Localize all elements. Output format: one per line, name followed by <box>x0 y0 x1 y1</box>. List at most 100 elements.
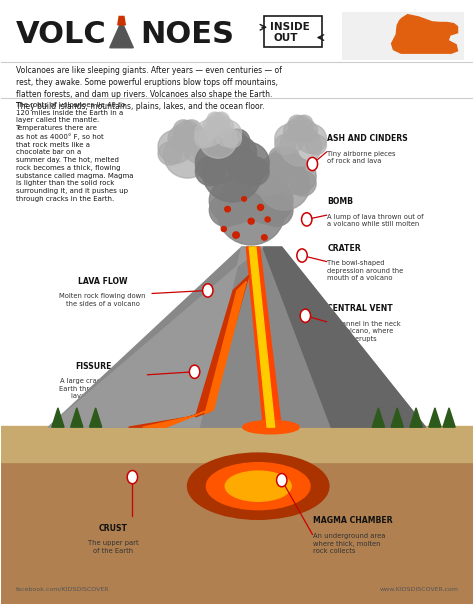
Ellipse shape <box>242 171 279 206</box>
Ellipse shape <box>278 147 300 168</box>
Text: BOMB: BOMB <box>328 197 354 206</box>
Text: A large crack in the
Earth through which
lava can flow: A large crack in the Earth through which… <box>59 378 128 399</box>
Ellipse shape <box>207 113 229 134</box>
Ellipse shape <box>258 160 310 210</box>
Text: CRUST: CRUST <box>99 523 128 532</box>
Ellipse shape <box>221 226 227 232</box>
Ellipse shape <box>225 206 230 212</box>
Ellipse shape <box>245 177 293 224</box>
Ellipse shape <box>257 204 264 211</box>
Ellipse shape <box>183 130 217 163</box>
Ellipse shape <box>288 115 306 132</box>
Ellipse shape <box>252 171 278 196</box>
Polygon shape <box>443 408 455 427</box>
Circle shape <box>202 284 213 297</box>
Polygon shape <box>246 247 281 427</box>
Ellipse shape <box>227 142 269 184</box>
Ellipse shape <box>233 232 239 238</box>
Text: Volcanoes are like sleeping giants. After years — even centuries — of
rest, they: Volcanoes are like sleeping giants. Afte… <box>16 67 282 111</box>
Text: OUT: OUT <box>273 33 298 42</box>
Text: ASH AND CINDERS: ASH AND CINDERS <box>328 134 408 143</box>
Ellipse shape <box>269 147 291 168</box>
Polygon shape <box>118 16 125 25</box>
Ellipse shape <box>295 115 313 132</box>
Text: A channel in the neck
of a volcano, where
magma erupts: A channel in the neck of a volcano, wher… <box>328 321 401 342</box>
Polygon shape <box>110 21 133 48</box>
Ellipse shape <box>263 153 292 181</box>
Ellipse shape <box>232 164 271 201</box>
Ellipse shape <box>200 122 237 159</box>
Ellipse shape <box>206 463 310 509</box>
Text: NOES: NOES <box>140 20 235 49</box>
Polygon shape <box>52 408 64 427</box>
Ellipse shape <box>289 116 313 139</box>
Text: LAVA FLOW: LAVA FLOW <box>78 276 128 286</box>
Polygon shape <box>205 281 246 414</box>
Polygon shape <box>1 426 473 462</box>
Ellipse shape <box>223 129 242 148</box>
Ellipse shape <box>203 117 223 137</box>
Ellipse shape <box>291 171 316 196</box>
Text: INSIDE: INSIDE <box>270 22 310 32</box>
Ellipse shape <box>213 117 234 137</box>
Ellipse shape <box>262 235 267 240</box>
Ellipse shape <box>231 162 259 190</box>
Ellipse shape <box>181 125 207 151</box>
Ellipse shape <box>225 129 250 153</box>
Ellipse shape <box>259 194 293 226</box>
Text: www.KIDSDISCOVER.com: www.KIDSDISCOVER.com <box>380 587 458 592</box>
Ellipse shape <box>210 177 258 224</box>
Ellipse shape <box>214 120 242 146</box>
Ellipse shape <box>279 159 316 194</box>
Ellipse shape <box>213 112 229 128</box>
Text: The roots of volcanoes lie 40 to
120 miles inside the Earth in a
layer called th: The roots of volcanoes lie 40 to 120 mil… <box>16 102 133 202</box>
Ellipse shape <box>207 112 223 128</box>
Ellipse shape <box>174 121 201 148</box>
Text: DISCOVER: DISCOVER <box>395 44 438 53</box>
Polygon shape <box>392 15 457 53</box>
Text: CRATER: CRATER <box>328 244 361 252</box>
Ellipse shape <box>225 471 291 501</box>
Circle shape <box>127 471 137 484</box>
Ellipse shape <box>306 134 327 155</box>
Polygon shape <box>410 408 422 427</box>
Polygon shape <box>1 462 473 604</box>
Circle shape <box>277 474 287 487</box>
Circle shape <box>300 309 310 322</box>
Ellipse shape <box>280 126 321 166</box>
Ellipse shape <box>210 194 243 226</box>
Ellipse shape <box>297 124 327 154</box>
Ellipse shape <box>195 142 238 184</box>
Text: Tiny airborne pieces
of rock and lava: Tiny airborne pieces of rock and lava <box>328 151 396 164</box>
Ellipse shape <box>242 197 246 201</box>
FancyBboxPatch shape <box>342 12 464 60</box>
Text: MAGMA CHAMBER: MAGMA CHAMBER <box>313 516 393 525</box>
Text: KIDS: KIDS <box>400 35 429 45</box>
Text: A lump of lava thrown out of
a volcano while still molten: A lump of lava thrown out of a volcano w… <box>328 214 424 227</box>
Ellipse shape <box>224 136 256 168</box>
Ellipse shape <box>173 120 193 139</box>
Ellipse shape <box>215 129 240 153</box>
Ellipse shape <box>195 157 225 186</box>
Text: Molten rock flowing down
the sides of a volcano: Molten rock flowing down the sides of a … <box>59 293 146 307</box>
Ellipse shape <box>243 162 271 190</box>
Text: An underground area
where thick, molten
rock collects: An underground area where thick, molten … <box>313 533 386 554</box>
Ellipse shape <box>215 130 249 164</box>
Circle shape <box>307 157 318 171</box>
Ellipse shape <box>265 217 270 222</box>
Ellipse shape <box>208 136 241 168</box>
Ellipse shape <box>283 120 307 142</box>
Circle shape <box>297 249 307 262</box>
Polygon shape <box>263 247 426 427</box>
Ellipse shape <box>224 171 261 206</box>
Polygon shape <box>372 408 384 427</box>
Polygon shape <box>429 408 441 427</box>
Ellipse shape <box>188 453 329 519</box>
Ellipse shape <box>239 157 269 186</box>
Ellipse shape <box>275 124 305 154</box>
Ellipse shape <box>252 159 289 194</box>
Ellipse shape <box>158 130 192 163</box>
Polygon shape <box>249 247 275 427</box>
Ellipse shape <box>277 153 305 181</box>
Ellipse shape <box>202 144 262 202</box>
